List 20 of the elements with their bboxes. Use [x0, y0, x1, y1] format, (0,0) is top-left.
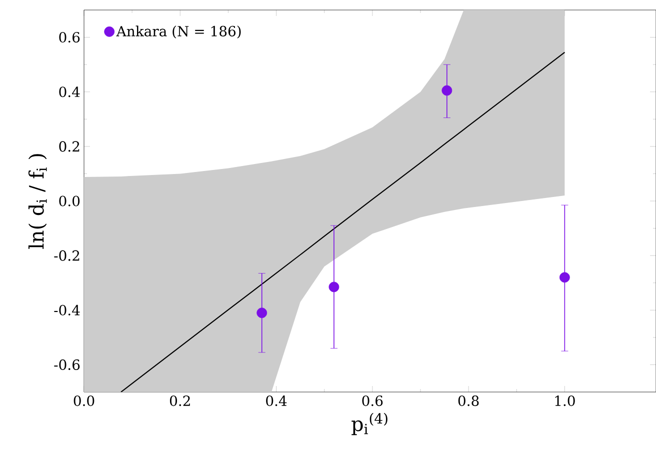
x-tick-label: 0.0	[74, 396, 94, 406]
x-tick-label: 0.2	[170, 396, 190, 406]
point	[559, 272, 570, 283]
point	[442, 85, 452, 96]
y-tick-label: 0.2	[59, 141, 80, 152]
legend-label: Ankara (N = 186)	[116, 26, 241, 38]
x-axis-title: p$_{i}$(4)	[352, 412, 388, 436]
point	[328, 282, 340, 292]
y-tick-label: 0.0	[59, 196, 80, 206]
y-tick-label: -0.6	[54, 359, 80, 370]
y-axis-title: ln( d$_{i}$ / f$_{i}$ )	[28, 154, 47, 249]
x-tick-label: 0.8	[458, 396, 479, 406]
x-tick-label: 0.6	[362, 396, 383, 406]
x-tick-label: 1.0	[555, 396, 575, 406]
y-tick-label: -0.2	[54, 250, 80, 261]
point	[256, 308, 268, 318]
y-tick-label: -0.4	[54, 304, 80, 316]
y-tick-label: 0.4	[59, 86, 80, 98]
y-tick-label: 0.6	[59, 32, 80, 43]
x-tick-label: 0.4	[266, 396, 287, 406]
